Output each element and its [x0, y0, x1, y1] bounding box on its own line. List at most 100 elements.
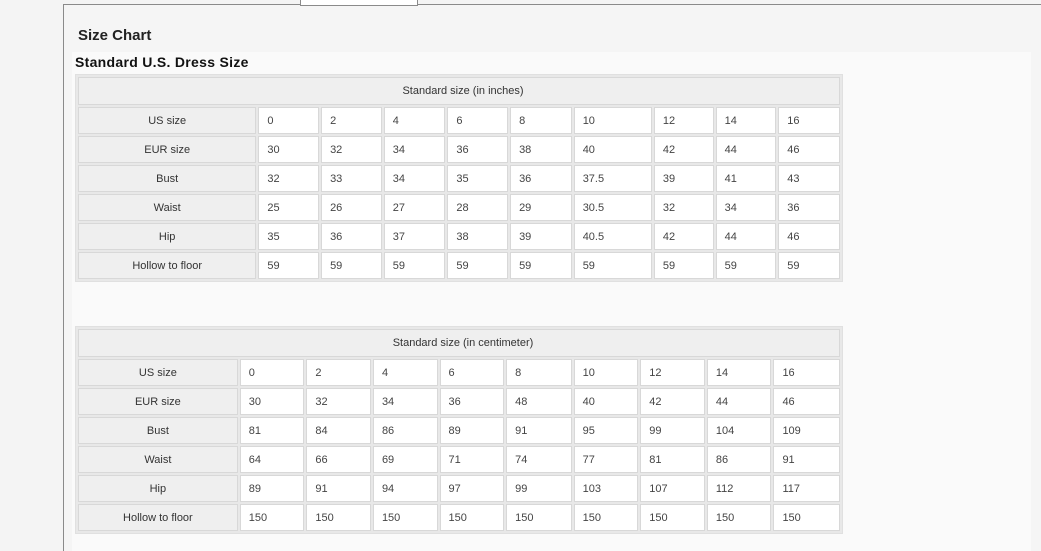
table-cell: 27 [383, 194, 446, 221]
table-cell: 32 [306, 388, 371, 415]
table-cell: 0 [239, 359, 305, 386]
row-label: Hollow to floor [78, 252, 257, 279]
table-cell: 14 [706, 359, 772, 386]
table-cell: 6 [447, 107, 509, 134]
table-cell: 0 [258, 107, 320, 134]
table-row: US size 0 2 4 6 8 10 12 14 16 [78, 107, 840, 134]
table-title-row: Standard size (in inches) [78, 77, 840, 105]
table-cell: 39 [653, 165, 714, 192]
table-cell: 59 [653, 252, 714, 279]
table-cell: 33 [321, 165, 382, 192]
table-cell: 30.5 [573, 194, 652, 221]
table-cell: 117 [773, 475, 840, 502]
table-row: Bust 81 84 86 89 91 95 99 104 109 [78, 417, 840, 444]
table-cell: 81 [239, 417, 305, 444]
table-cell: 59 [258, 252, 320, 279]
table-cell: 6 [439, 359, 505, 386]
table-cell: 48 [506, 388, 572, 415]
table-cell: 34 [383, 165, 446, 192]
table-row: Hollow to floor 59 59 59 59 59 59 59 59 59 [78, 252, 840, 279]
row-label: EUR size [78, 388, 238, 415]
table-cell: 91 [773, 446, 840, 473]
table-cell: 150 [573, 504, 639, 531]
table-cell: 81 [640, 446, 705, 473]
table-cell: 29 [510, 194, 572, 221]
row-label: US size [78, 107, 257, 134]
table-cell: 71 [439, 446, 505, 473]
table-cell: 150 [372, 504, 438, 531]
table-cell: 99 [506, 475, 572, 502]
table-cell: 4 [372, 359, 438, 386]
table-cell: 66 [306, 446, 371, 473]
table-cell: 36 [439, 388, 505, 415]
table-title-row: Standard size (in centimeter) [78, 329, 840, 357]
table-cell: 32 [321, 136, 382, 163]
table-row: Hip 35 36 37 38 39 40.5 42 44 46 [78, 223, 840, 250]
active-tab[interactable] [300, 0, 418, 6]
table-cell: 109 [773, 417, 840, 444]
row-label: Waist [78, 194, 257, 221]
table-cell: 150 [239, 504, 305, 531]
row-label: Bust [78, 417, 238, 444]
table-cell: 42 [640, 388, 705, 415]
table-cell: 84 [306, 417, 371, 444]
table-cell: 16 [773, 359, 840, 386]
table-row: Hollow to floor 150 150 150 150 150 150 150 150 1… [78, 504, 840, 531]
table-cell: 91 [506, 417, 572, 444]
table-cell: 86 [706, 446, 772, 473]
row-label: Waist [78, 446, 238, 473]
section-title: Standard U.S. Dress Size [75, 54, 249, 70]
table-cell: 44 [715, 223, 777, 250]
size-table-inches: Standard size (in inches) US size 0 2 4 6 8 10 1… [75, 74, 843, 282]
table-cell: 37 [383, 223, 446, 250]
table-cell: 39 [510, 223, 572, 250]
table-title: Standard size (in inches) [78, 77, 840, 105]
table-cell: 59 [447, 252, 509, 279]
size-table-centimeter: Standard size (in centimeter) US size 0 2 4 6… [75, 326, 843, 534]
table-cell: 112 [706, 475, 772, 502]
table-cell: 74 [506, 446, 572, 473]
table-cell: 44 [706, 388, 772, 415]
row-label: Bust [78, 165, 257, 192]
table-cell: 26 [321, 194, 382, 221]
table-row: EUR size 30 32 34 36 38 40 42 44 46 [78, 136, 840, 163]
table-cell: 42 [653, 223, 714, 250]
table-cell: 40 [573, 388, 639, 415]
table-cell: 59 [715, 252, 777, 279]
table-cell: 25 [258, 194, 320, 221]
table-cell: 103 [573, 475, 639, 502]
table-cell: 44 [715, 136, 777, 163]
table-cell: 59 [510, 252, 572, 279]
table-cell: 8 [510, 107, 572, 134]
table-cell: 43 [778, 165, 840, 192]
table-cell: 150 [706, 504, 772, 531]
table-row: Waist 25 26 27 28 29 30.5 32 34 36 [78, 194, 840, 221]
table-cell: 37.5 [573, 165, 652, 192]
table-cell: 89 [239, 475, 305, 502]
table-cell: 59 [778, 252, 840, 279]
table-cell: 40.5 [573, 223, 652, 250]
table-cell: 150 [306, 504, 371, 531]
table-cell: 2 [306, 359, 371, 386]
table-cell: 34 [372, 388, 438, 415]
table-cell: 59 [321, 252, 382, 279]
table-title: Standard size (in centimeter) [78, 329, 840, 357]
table-cell: 69 [372, 446, 438, 473]
table-cell: 4 [383, 107, 446, 134]
table-cell: 10 [573, 359, 639, 386]
table-cell: 46 [778, 136, 840, 163]
table-cell: 35 [447, 165, 509, 192]
table-row: EUR size 30 32 34 36 48 40 42 44 46 [78, 388, 840, 415]
table-cell: 16 [778, 107, 840, 134]
table-cell: 89 [439, 417, 505, 444]
table-cell: 36 [447, 136, 509, 163]
table-cell: 99 [640, 417, 705, 444]
table-cell: 107 [640, 475, 705, 502]
page-title: Size Chart [78, 27, 152, 44]
table-cell: 95 [573, 417, 639, 444]
table-cell: 42 [653, 136, 714, 163]
table-row: Bust 32 33 34 35 36 37.5 39 41 43 [78, 165, 840, 192]
table-cell: 34 [383, 136, 446, 163]
row-label: Hip [78, 475, 238, 502]
table-cell: 12 [653, 107, 714, 134]
